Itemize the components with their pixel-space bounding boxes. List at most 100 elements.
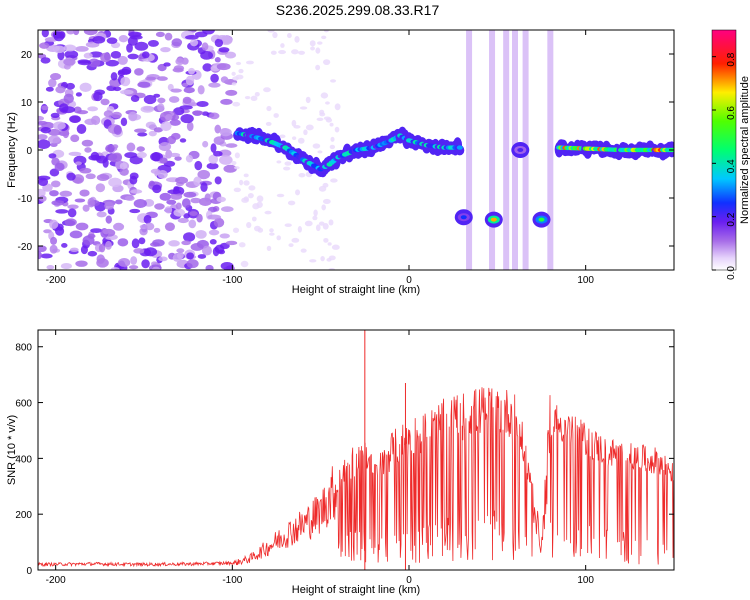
spectrogram-noise-cell — [330, 136, 335, 142]
spectrogram-noise-cell — [225, 240, 238, 246]
spectrogram-noise-cell — [69, 115, 81, 124]
spectrogram-noise-cell — [245, 60, 254, 65]
spectrogram-noise-cell — [295, 189, 301, 196]
spectrogram-noise-cell — [232, 227, 240, 233]
spectrogram-noise-cell — [238, 242, 246, 248]
spectrogram-noise-cell — [313, 209, 318, 217]
spectrogram-noise-cell — [256, 195, 264, 203]
spectrogram-noise-cell — [159, 157, 168, 164]
spectrogram-noise-cell — [87, 250, 98, 257]
spectrogram-noise-cell — [234, 152, 240, 159]
spectrogram-noise-cell — [315, 224, 321, 232]
spectrogram-noise-cell — [319, 109, 325, 115]
spectrogram-noise-cell — [185, 154, 194, 163]
spectrogram-noise-cell — [318, 185, 327, 192]
spectrogram-noise-cell — [305, 124, 314, 131]
spectrogram-noise-cell — [168, 240, 180, 247]
spectrogram-noise-cell — [61, 242, 68, 248]
spectrogram-noise-cell — [40, 127, 52, 134]
spectrogram-noise-cell — [180, 114, 194, 124]
spectrogram-noise-cell — [38, 188, 46, 198]
spectrogram-noise-cell — [173, 186, 180, 192]
spectrogram-noise-cell — [145, 76, 157, 81]
spectrogram-noise-cell — [267, 30, 275, 33]
snr-y-tick-label: 600 — [15, 399, 32, 410]
spectrogram-streak — [547, 30, 554, 270]
spectrogram-noise-cell — [69, 230, 83, 239]
spectrogram-noise-cell — [214, 176, 222, 185]
page-title: S236.2025.299.08.33.R17 — [275, 2, 440, 18]
spectrogram-noise-cell — [239, 179, 244, 186]
spectrogram-noise-cell — [186, 259, 199, 269]
spectrogram-noise-cell — [156, 76, 168, 81]
spectrogram-noise-cell — [87, 197, 95, 208]
spectrogram-noise-cell — [317, 150, 323, 154]
spectrogram-noise-cell — [102, 158, 109, 168]
spectrogram-noise-cell — [181, 82, 189, 87]
spectrogram-noise-cell — [170, 192, 183, 200]
spectrogram-noise-cell — [320, 92, 329, 99]
spectrogram-noise-cell — [51, 157, 60, 166]
spectrogram-noise-cell — [166, 199, 177, 205]
spectrogram-noise-cell — [213, 150, 223, 157]
spectrogram-noise-cell — [53, 31, 65, 42]
spectrogram-noise-cell — [298, 172, 306, 178]
snr-x-tick-label: 100 — [577, 575, 594, 586]
spectrogram-noise-cell — [148, 130, 157, 137]
spectrogram-noise-cell — [93, 91, 103, 102]
spectrogram-noise-cell — [287, 200, 296, 206]
spectrogram-noise-cell — [179, 105, 193, 110]
spectrogram-noise-cell — [321, 204, 326, 211]
spectrogram-noise-cell — [234, 166, 240, 170]
spectrogram-noise-cell — [154, 203, 165, 210]
spectrogram-streak — [489, 30, 496, 270]
spectrogram-noise-cell — [220, 98, 233, 105]
spectrogram-noise-cell — [90, 115, 101, 126]
spectrogram-noise-cell — [160, 121, 172, 132]
spectrogram-noise-cell — [328, 267, 336, 270]
spectrogram-noise-cell — [105, 144, 115, 153]
spectrogram-noise-cell — [167, 83, 174, 91]
spectrogram-noise-cell — [224, 51, 237, 59]
snr-y-tick-label: 400 — [15, 454, 32, 465]
spectrogram-noise-cell — [152, 184, 162, 194]
spectrogram-noise-cell — [48, 128, 61, 136]
spectrogram-noise-cell — [173, 65, 185, 72]
spectrogram-noise-cell — [127, 53, 139, 60]
spectrogram-noise-cell — [208, 229, 220, 236]
spectrogram-noise-cell — [140, 105, 155, 113]
spectrogram-noise-cell — [266, 245, 272, 252]
spectrogram-noise-cell — [90, 228, 103, 233]
spectrogram-noise-cell — [169, 119, 181, 126]
spectrogram-noise-cell — [144, 247, 158, 257]
colorbar-label: Normalized spectral amplitude — [739, 76, 750, 224]
spectrogram-noise-cell — [68, 151, 82, 156]
spectrogram-noise-cell — [316, 41, 323, 45]
spectrogram-noise-cell — [190, 197, 202, 204]
spectrogram-noise-cell — [100, 98, 110, 106]
spectrogram-noise-cell — [328, 219, 334, 226]
spectrogram-noise-cell — [183, 87, 195, 94]
spectrogram-noise-cell — [213, 217, 225, 228]
spectrogram-noise-cell — [190, 243, 204, 251]
spectrogram-noise-cell — [105, 59, 119, 67]
spectrogram-y-axis-label: Frequency (Hz) — [6, 112, 18, 188]
spectrogram-noise-cell — [130, 95, 140, 103]
spectrogram-noise-cell — [141, 259, 150, 269]
spectrogram-noise-cell — [53, 45, 66, 54]
spectrogram-noise-cell — [280, 43, 285, 48]
spectrogram-noise-cell — [330, 178, 338, 183]
spectrogram-noise-cell — [69, 247, 79, 253]
spectrogram-noise-cell — [100, 52, 111, 63]
spectrogram-noise-cell — [98, 243, 106, 253]
spectrogram-noise-cell — [138, 237, 146, 245]
snr-panel: -200 -100 0 100 0 200 400 600 800 Height of str… — [6, 329, 675, 596]
spectrogram-noise-cell — [291, 237, 300, 243]
spectrogram-noise-cell — [74, 198, 86, 203]
spectrogram-noise-cell — [309, 259, 317, 263]
spectrogram-noise-cell — [49, 244, 58, 254]
spectrogram-noise-cell — [323, 237, 329, 243]
spectrogram-noise-cell — [117, 55, 128, 65]
spectrogram-noise-cell — [95, 183, 106, 193]
spectrogram-noise-cell — [41, 30, 49, 38]
